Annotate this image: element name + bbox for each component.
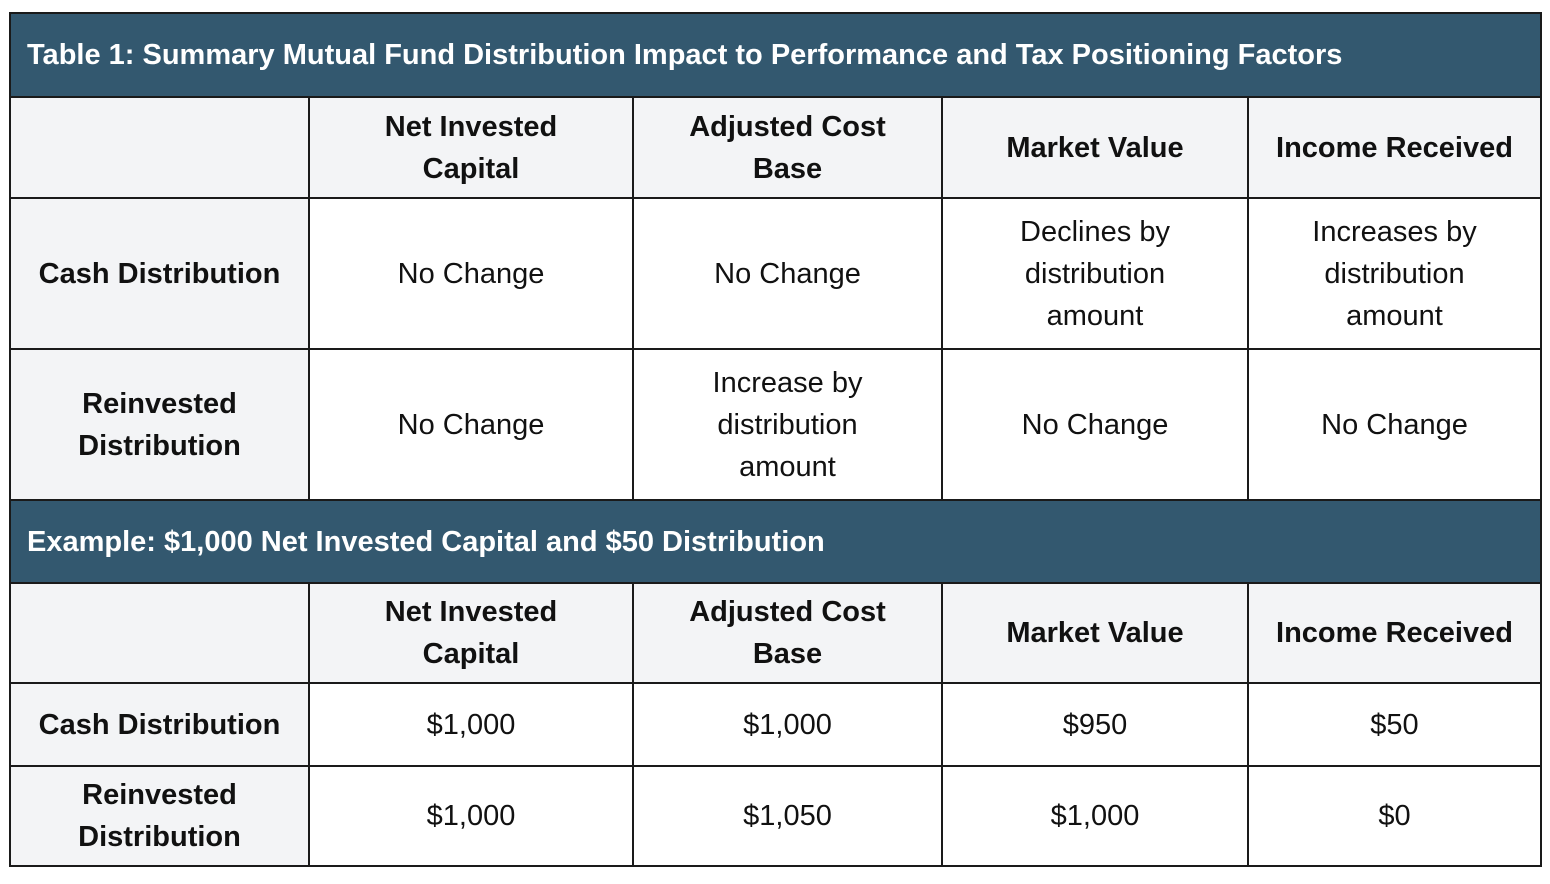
column-header: Market Value: [941, 96, 1249, 199]
table-row: Cash Distribution No Change No Change De…: [9, 197, 1542, 350]
table-cell: $950: [941, 682, 1249, 767]
table-cell: $1,000: [308, 765, 634, 867]
column-header-blank: [9, 582, 310, 684]
table-cell: $50: [1247, 682, 1542, 767]
table-cell: No Change: [308, 348, 634, 501]
row-header: Cash Distribution: [9, 197, 310, 350]
column-header: Adjusted Cost Base: [632, 96, 943, 199]
table-cell: No Change: [308, 197, 634, 350]
table-cell: $1,000: [941, 765, 1249, 867]
column-header: Net Invested Capital: [308, 582, 634, 684]
table-cell: $0: [1247, 765, 1542, 867]
table-row: Reinvested Distribution $1,000 $1,050 $1…: [9, 765, 1542, 867]
example-title: Example: $1,000 Net Invested Capital and…: [9, 499, 1542, 584]
table-cell: No Change: [1247, 348, 1542, 501]
column-header: Net Invested Capital: [308, 96, 634, 199]
table-cell: $1,000: [632, 682, 943, 767]
column-header: Income Received: [1247, 582, 1542, 684]
table-cell: Declines by distribution amount: [941, 197, 1249, 350]
table-cell: No Change: [941, 348, 1249, 501]
column-header: Income Received: [1247, 96, 1542, 199]
summary-table: Table 1: Summary Mutual Fund Distributio…: [9, 12, 1542, 867]
column-header: Market Value: [941, 582, 1249, 684]
table-cell: $1,050: [632, 765, 943, 867]
row-header: Cash Distribution: [9, 682, 310, 767]
column-header-blank: [9, 96, 310, 199]
table-cell: Increases by distribution amount: [1247, 197, 1542, 350]
column-header: Adjusted Cost Base: [632, 582, 943, 684]
table-cell: No Change: [632, 197, 943, 350]
row-header: Reinvested Distribution: [9, 348, 310, 501]
table-row: Reinvested Distribution No Change Increa…: [9, 348, 1542, 501]
row-header: Reinvested Distribution: [9, 765, 310, 867]
table-row: Cash Distribution $1,000 $1,000 $950 $50: [9, 682, 1542, 767]
table-cell: $1,000: [308, 682, 634, 767]
table-title: Table 1: Summary Mutual Fund Distributio…: [9, 12, 1542, 98]
table-cell: Increase by distribution amount: [632, 348, 943, 501]
